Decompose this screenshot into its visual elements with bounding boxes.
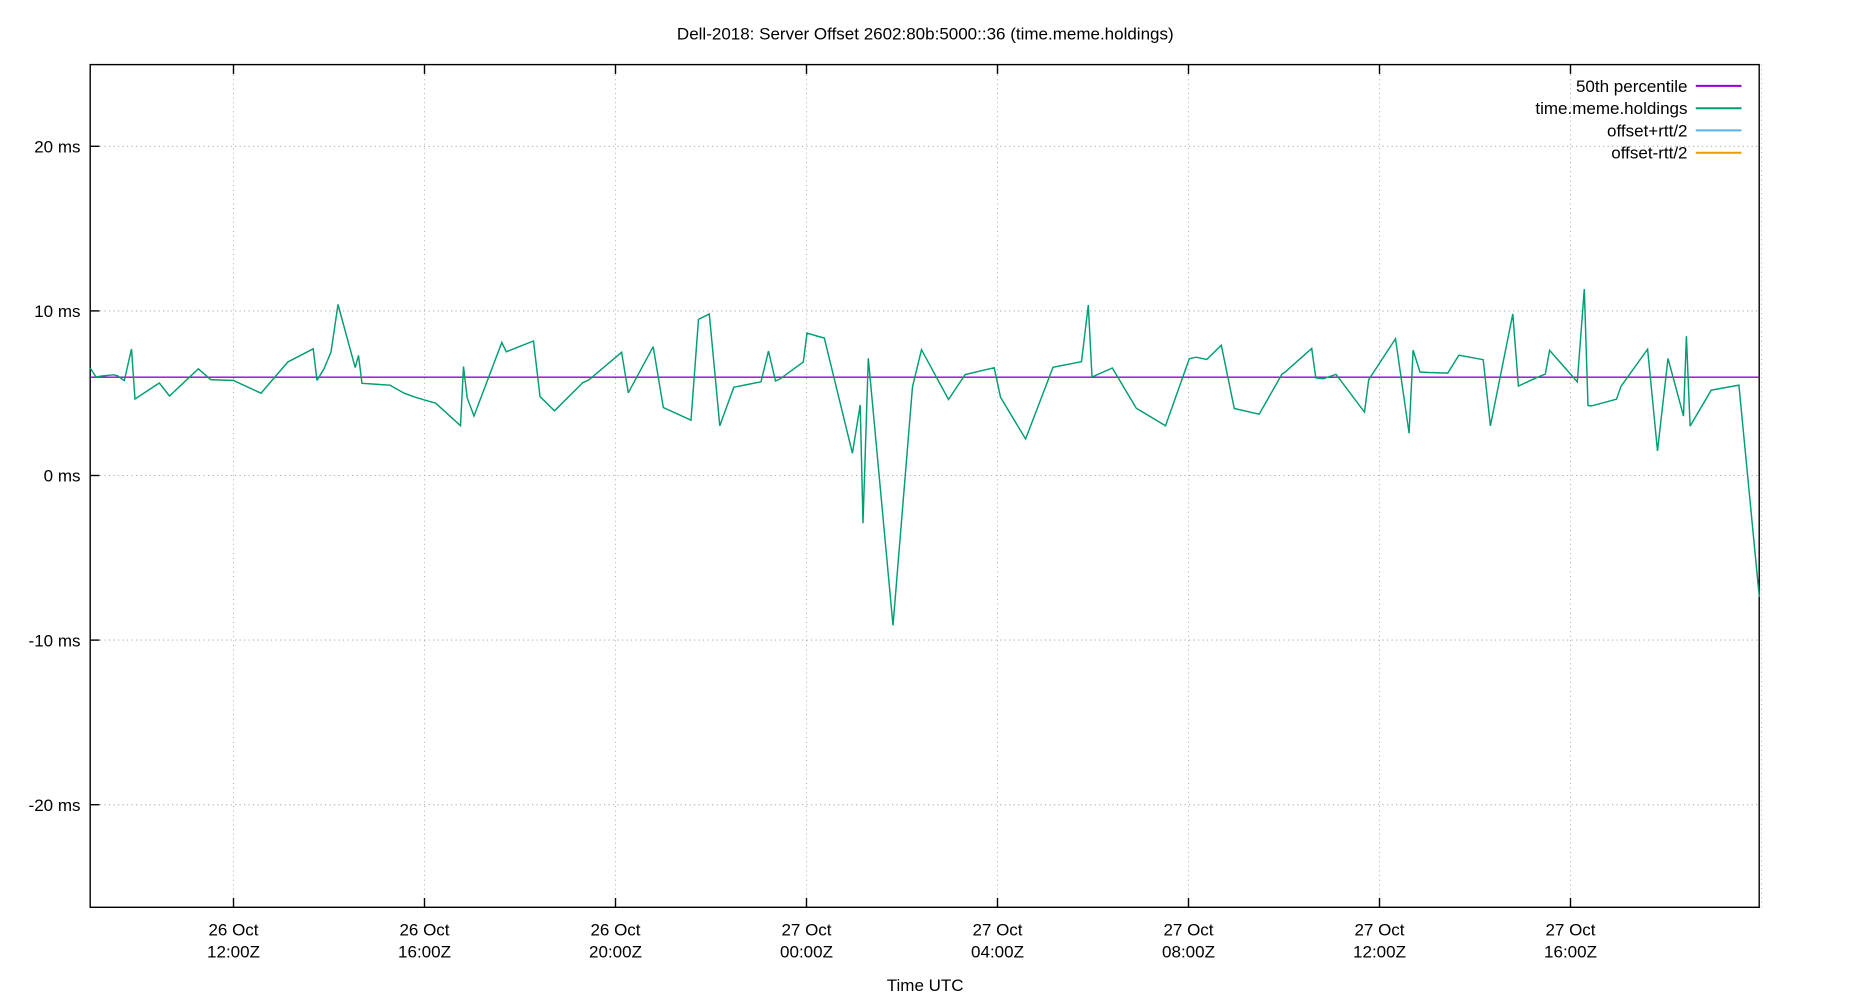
svg-text:16:00Z: 16:00Z (1544, 942, 1597, 961)
svg-text:Time UTC: Time UTC (887, 976, 964, 995)
svg-text:-20 ms: -20 ms (29, 796, 81, 815)
svg-text:27 Oct: 27 Oct (1545, 921, 1595, 940)
svg-text:20:00Z: 20:00Z (589, 942, 642, 961)
svg-text:10 ms: 10 ms (34, 302, 80, 321)
svg-text:50th percentile: 50th percentile (1576, 77, 1688, 96)
svg-text:27 Oct: 27 Oct (781, 921, 831, 940)
svg-text:0 ms: 0 ms (44, 467, 81, 486)
svg-text:04:00Z: 04:00Z (971, 942, 1024, 961)
svg-text:12:00Z: 12:00Z (207, 942, 260, 961)
svg-text:Dell-2018: Server Offset 2602:: Dell-2018: Server Offset 2602:80b:5000::… (677, 24, 1174, 43)
svg-text:16:00Z: 16:00Z (398, 942, 451, 961)
svg-text:26 Oct: 26 Oct (590, 921, 640, 940)
svg-text:offset-rtt/2: offset-rtt/2 (1611, 144, 1687, 163)
svg-text:26 Oct: 26 Oct (399, 921, 449, 940)
svg-text:20 ms: 20 ms (34, 138, 80, 157)
svg-text:time.meme.holdings: time.meme.holdings (1535, 99, 1687, 118)
svg-text:offset+rtt/2: offset+rtt/2 (1607, 121, 1687, 140)
svg-text:08:00Z: 08:00Z (1162, 942, 1215, 961)
svg-text:26 Oct: 26 Oct (208, 921, 258, 940)
svg-text:27 Oct: 27 Oct (972, 921, 1022, 940)
svg-text:-10 ms: -10 ms (29, 631, 81, 650)
svg-text:12:00Z: 12:00Z (1353, 942, 1406, 961)
svg-text:00:00Z: 00:00Z (780, 942, 833, 961)
svg-text:27 Oct: 27 Oct (1354, 921, 1404, 940)
svg-text:27 Oct: 27 Oct (1163, 921, 1213, 940)
